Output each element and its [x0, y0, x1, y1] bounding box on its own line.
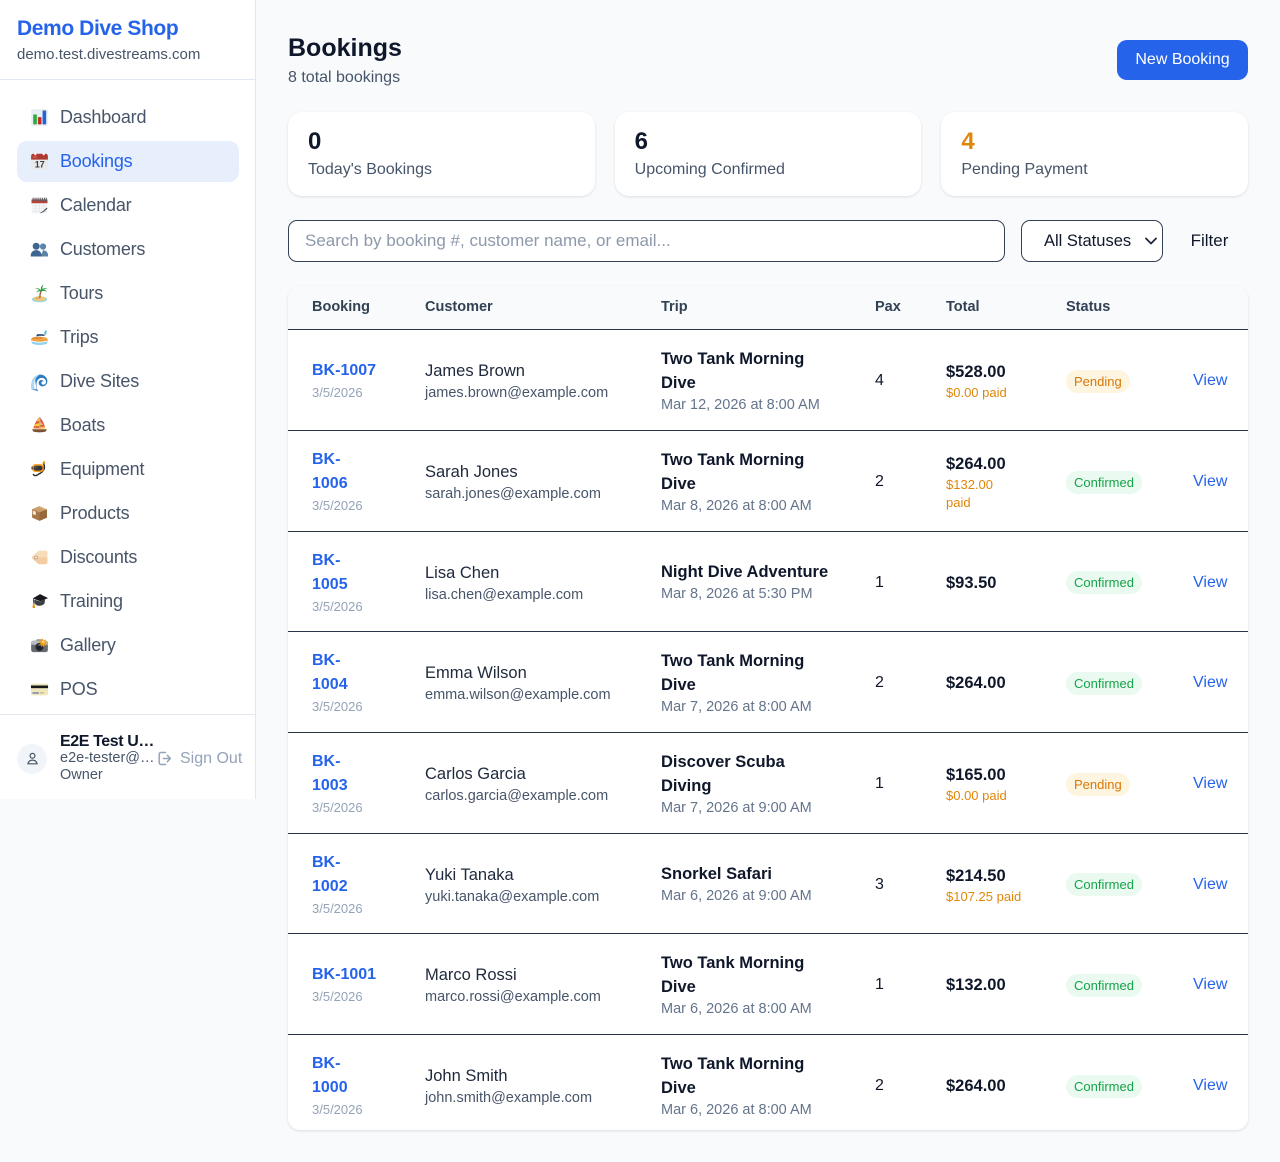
- svg-text:17: 17: [34, 160, 44, 170]
